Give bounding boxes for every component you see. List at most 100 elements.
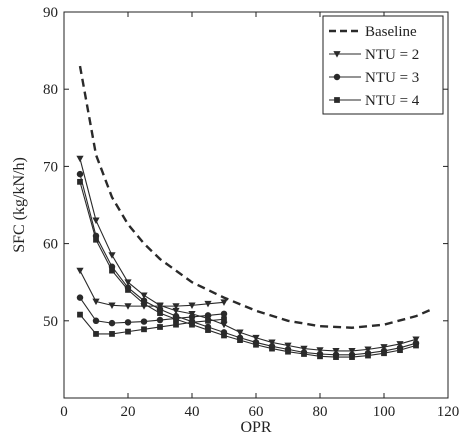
- series-line: [79, 297, 225, 324]
- data-point: [188, 313, 196, 321]
- data-point: [380, 344, 388, 351]
- legend-entry: NTU = 2: [329, 47, 419, 63]
- legend-label: NTU = 2: [365, 47, 419, 63]
- data-point: [237, 337, 243, 343]
- data-point: [172, 303, 180, 310]
- data-point: [253, 341, 259, 348]
- data-point: [252, 334, 260, 342]
- data-point: [141, 326, 147, 333]
- x-tick-label: 100: [373, 404, 396, 420]
- data-point: [93, 236, 99, 243]
- data-point: [204, 300, 212, 308]
- y-tick-label: 80: [43, 82, 58, 98]
- data-point: [93, 331, 99, 337]
- legend-label: Baseline: [365, 24, 417, 40]
- series-5: [76, 294, 228, 327]
- y-tick-label: 90: [43, 5, 58, 21]
- data-point: [236, 329, 244, 336]
- data-point: [413, 342, 419, 349]
- data-point: [156, 303, 164, 310]
- data-point: [109, 267, 115, 274]
- data-point: [109, 331, 115, 337]
- data-point: [284, 342, 292, 350]
- series-0: [78, 65, 433, 329]
- data-point: [76, 294, 84, 301]
- data-point: [108, 302, 116, 309]
- data-point: [301, 351, 307, 357]
- data-point: [188, 302, 196, 309]
- data-point: [76, 170, 84, 178]
- data-point: [349, 354, 355, 360]
- legend-marker: [333, 51, 341, 58]
- data-point: [348, 348, 356, 355]
- legend-marker: [334, 97, 340, 103]
- data-point: [396, 341, 404, 348]
- data-point: [189, 319, 195, 326]
- data-point: [108, 319, 116, 327]
- data-point: [156, 316, 164, 324]
- data-point: [125, 328, 131, 335]
- data-point: [381, 350, 387, 357]
- series-line: [79, 314, 225, 335]
- legend-label: NTU = 4: [365, 93, 420, 109]
- y-tick-label: 50: [43, 314, 58, 330]
- series-line: [79, 270, 225, 307]
- series-line: [79, 181, 417, 358]
- x-axis-label: OPR: [240, 419, 271, 436]
- data-point: [285, 348, 291, 355]
- data-point: [332, 348, 340, 355]
- data-point: [157, 324, 163, 330]
- series-6: [77, 311, 227, 337]
- data-point: [221, 332, 227, 339]
- x-tick-label: 60: [249, 404, 264, 420]
- legend-entry: NTU = 3: [329, 70, 419, 86]
- data-point: [220, 310, 228, 318]
- series-4: [76, 267, 228, 310]
- data-point: [124, 303, 132, 310]
- data-point: [140, 303, 148, 310]
- data-point: [76, 155, 84, 163]
- legend-entry: Baseline: [329, 24, 417, 40]
- data-point: [300, 345, 308, 353]
- x-tick-label: 40: [185, 404, 200, 420]
- data-point: [108, 252, 116, 259]
- legend-entry: NTU = 4: [329, 93, 420, 109]
- x-tick-label: 120: [437, 404, 460, 420]
- data-point: [204, 312, 212, 319]
- data-point: [92, 317, 100, 325]
- data-point: [125, 287, 131, 293]
- data-point: [269, 345, 275, 352]
- series-layer: [76, 65, 433, 360]
- data-point: [317, 353, 323, 360]
- y-tick-label: 60: [43, 237, 58, 253]
- legend: Baseline NTU = 2 NTU = 3 NTU = 4: [322, 15, 444, 115]
- data-point: [205, 317, 211, 324]
- series-line: [78, 65, 433, 329]
- legend-box: [322, 15, 444, 115]
- data-point: [397, 347, 403, 354]
- data-point: [220, 321, 228, 329]
- data-point: [140, 318, 148, 325]
- data-point: [220, 299, 228, 306]
- data-point: [205, 327, 211, 333]
- data-point: [140, 292, 148, 299]
- data-point: [76, 267, 84, 275]
- data-point: [333, 354, 339, 360]
- data-point: [268, 339, 276, 347]
- series-1: [76, 155, 420, 355]
- data-point: [365, 352, 371, 359]
- series-line: [79, 173, 417, 356]
- data-point: [77, 178, 83, 185]
- data-point: [412, 336, 420, 343]
- y-axis-label: SFC (kg/kN/h): [11, 157, 28, 253]
- y-tick-label: 70: [43, 159, 58, 175]
- data-point: [172, 307, 180, 315]
- data-point: [364, 346, 372, 353]
- data-point: [124, 319, 132, 326]
- data-point: [173, 321, 179, 328]
- data-point: [92, 217, 100, 225]
- data-point: [221, 316, 227, 323]
- data-point: [92, 298, 100, 306]
- data-point: [316, 347, 324, 354]
